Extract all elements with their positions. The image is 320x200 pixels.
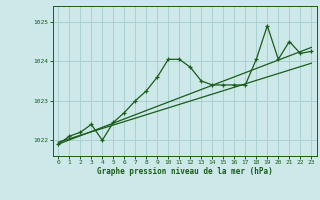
X-axis label: Graphe pression niveau de la mer (hPa): Graphe pression niveau de la mer (hPa) <box>97 167 273 176</box>
